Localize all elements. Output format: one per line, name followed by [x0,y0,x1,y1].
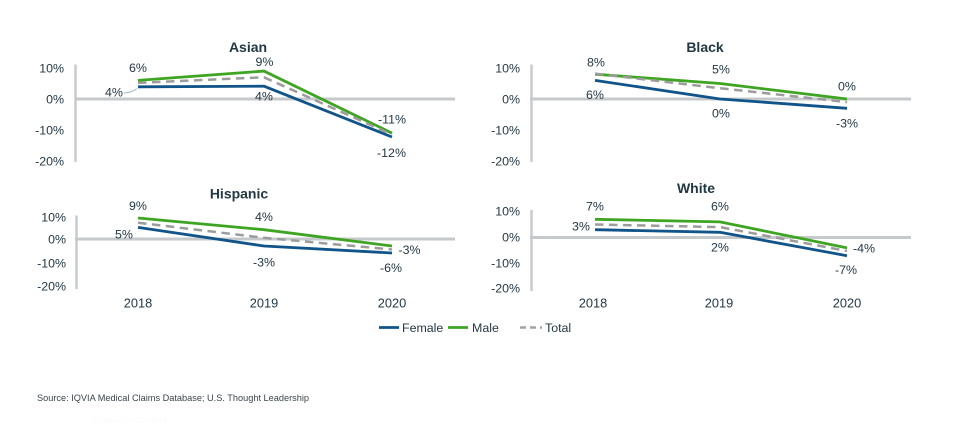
svg-text:Hispanic: Hispanic [210,186,269,202]
svg-text:-3%: -3% [836,116,858,130]
svg-text:Female: Female [402,321,443,335]
svg-text:0%: 0% [46,92,64,106]
svg-text:2019: 2019 [250,296,278,311]
svg-text:-7%: -7% [835,263,857,277]
svg-text:6%: 6% [129,61,147,75]
svg-text:6%: 6% [711,199,729,213]
svg-text:0%: 0% [502,230,520,244]
svg-text:-3%: -3% [253,255,275,269]
svg-text:5%: 5% [115,227,133,241]
svg-text:-6%: -6% [380,261,402,275]
svg-text:10%: 10% [495,61,520,75]
svg-text:0%: 0% [712,107,730,121]
svg-text:2018: 2018 [124,296,152,311]
svg-text:-11%: -11% [378,113,406,127]
svg-text:2020: 2020 [378,296,406,311]
svg-text:2019: 2019 [705,296,733,311]
svg-text:Total: Total [545,321,571,335]
svg-text:2020: 2020 [833,296,861,311]
svg-text:Source: IQVIA Medical Claims D: Source: IQVIA Medical Claims Database; U… [37,393,309,403]
svg-text:Black: Black [686,39,724,55]
svg-text:-10%: -10% [491,256,520,270]
svg-text:7%: 7% [586,199,604,213]
svg-text:0%: 0% [48,232,66,246]
svg-text:-3%: -3% [398,243,420,257]
svg-text:3%: 3% [572,219,590,233]
svg-text:-10%: -10% [491,123,520,137]
svg-text:-20%: -20% [491,154,520,168]
svg-text:4%: 4% [255,210,273,224]
svg-text:8%: 8% [587,55,605,69]
svg-text:9%: 9% [129,199,147,213]
svg-text:10%: 10% [41,210,66,224]
svg-text:-4%: -4% [853,241,875,255]
svg-text:4%: 4% [255,90,273,104]
svg-text:Male: Male [472,321,499,335]
svg-text:10%: 10% [39,61,64,75]
svg-text:2%: 2% [711,240,729,254]
svg-text:-10%: -10% [37,256,66,270]
svg-text:10%: 10% [495,204,520,218]
svg-text:0%: 0% [502,92,520,106]
svg-text:-12%: -12% [377,146,406,160]
svg-text:White: White [677,180,715,196]
svg-text:6%: 6% [586,88,604,102]
svg-text:9%: 9% [256,55,274,69]
svg-text:4%: 4% [105,86,123,100]
svg-text:5: Impact of COVID-19: 5: Impact of COVID-19 [93,418,167,425]
svg-text:0%: 0% [838,79,856,93]
svg-text:-20%: -20% [35,154,64,168]
svg-text:2018: 2018 [579,296,607,311]
svg-text:-20%: -20% [491,281,520,295]
svg-text:5%: 5% [712,62,730,76]
svg-text:Asian: Asian [229,39,267,55]
svg-text:-20%: -20% [37,279,66,293]
svg-text:-10%: -10% [35,123,64,137]
